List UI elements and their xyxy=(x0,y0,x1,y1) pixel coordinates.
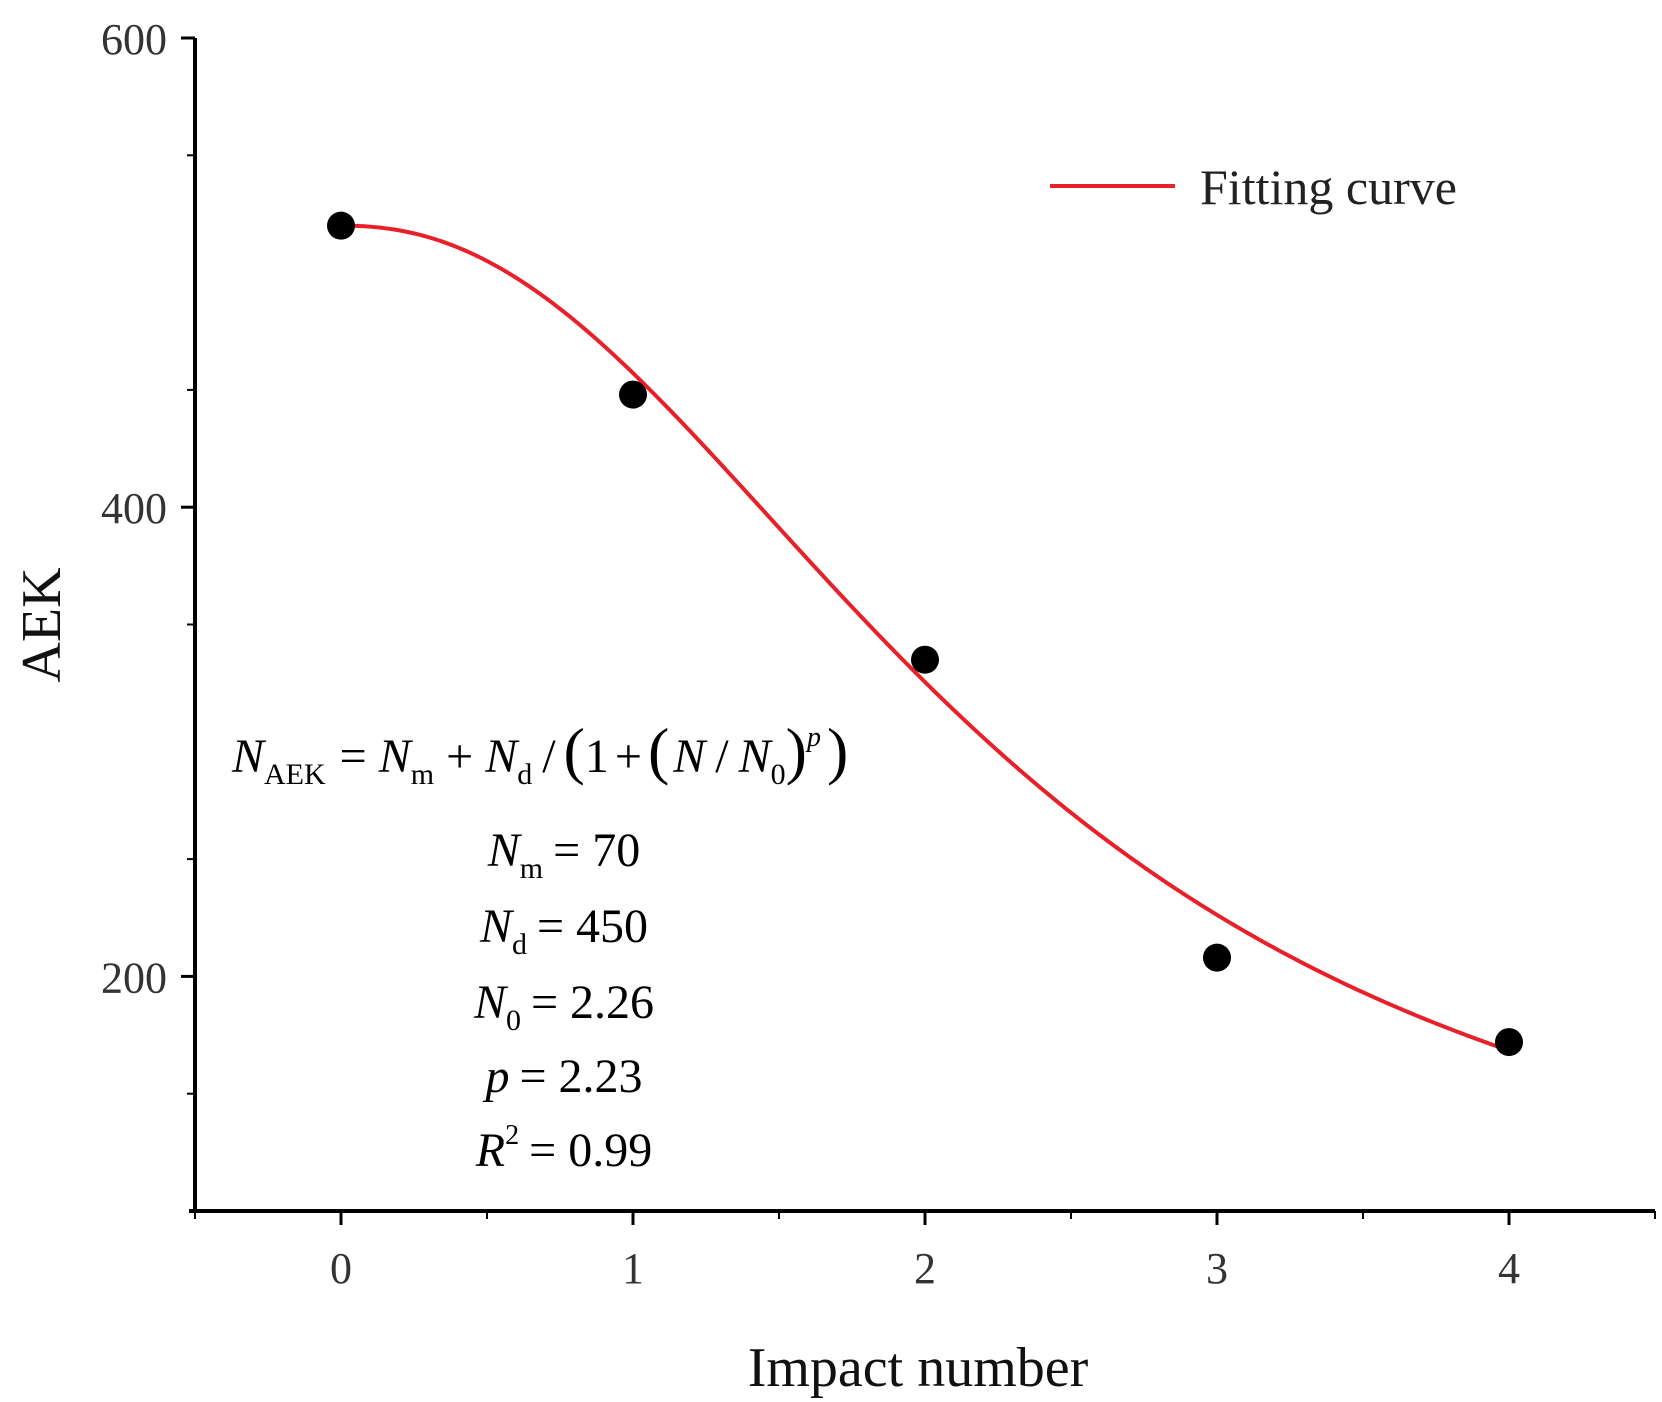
eq-lhs-subscript: AEK xyxy=(264,758,326,791)
x-tick-label-2: 2 xyxy=(914,1244,936,1293)
param-n0: N0 = 2.26 xyxy=(473,976,654,1037)
eq-nd-symbol: N xyxy=(484,730,520,783)
axes: 200 400 600 0 1 2 3 4 xyxy=(101,15,1656,1293)
eq-one: 1 xyxy=(585,730,609,783)
fit-curve-layer xyxy=(340,223,1510,1053)
model-equation: NAEK = Nm + Nd / (1 +(N / N0)p) xyxy=(231,715,848,791)
legend-label-fitting-curve: Fitting curve xyxy=(1200,159,1457,215)
data-point-1 xyxy=(619,380,647,409)
eq-nd-subscript: d xyxy=(517,758,532,791)
eq-plus-1: + xyxy=(446,730,473,783)
eq-close-paren-inner: ) xyxy=(786,715,807,786)
data-point-2 xyxy=(911,645,939,674)
eq-nm-symbol: N xyxy=(378,730,414,783)
x-tick-label-1: 1 xyxy=(622,1244,644,1293)
eq-n0-subscript: 0 xyxy=(771,758,786,791)
eq-equals: = xyxy=(340,730,367,783)
x-axis-title: Impact number xyxy=(748,1337,1089,1399)
eq-n0-symbol: N xyxy=(738,730,774,783)
x-tick-label-0: 0 xyxy=(330,1244,352,1293)
x-tick-label-3: 3 xyxy=(1206,1244,1228,1293)
y-tick-label-400: 400 xyxy=(101,484,167,533)
eq-open-paren-inner: ( xyxy=(648,715,669,786)
eq-close-paren-outer: ) xyxy=(827,715,848,786)
fitting-curve-line xyxy=(340,223,1510,1053)
eq-plus-2: + xyxy=(615,730,642,783)
eq-exponent-p: p xyxy=(805,722,821,753)
param-nm: Nm = 70 xyxy=(487,824,640,885)
data-points-layer xyxy=(327,211,1523,1057)
x-tick-label-4: 4 xyxy=(1498,1244,1520,1293)
y-tick-label-600: 600 xyxy=(101,15,167,64)
legend: Fitting curve xyxy=(1050,159,1457,215)
eq-open-paren-outer: ( xyxy=(564,715,585,786)
eq-lhs-symbol: N xyxy=(231,730,267,783)
data-point-3 xyxy=(1203,943,1231,972)
eq-nm-subscript: m xyxy=(411,758,434,791)
param-nd: Nd = 450 xyxy=(479,900,648,961)
eq-n-variable: N xyxy=(672,730,708,783)
eq-slash-2: / xyxy=(715,730,729,783)
data-point-0 xyxy=(327,211,355,240)
y-axis-title: AEK xyxy=(11,567,73,682)
fit-parameters: Nm = 70 Nd = 450 N0 = 2.26 p = 2.23 R2 = 0.99 xyxy=(473,824,654,1177)
param-p: p = 2.23 xyxy=(482,1050,642,1103)
eq-slash-1: / xyxy=(542,730,556,783)
data-point-4 xyxy=(1495,1028,1523,1057)
y-tick-label-200: 200 xyxy=(101,953,167,1002)
param-r2: R2 = 0.99 xyxy=(475,1120,652,1177)
